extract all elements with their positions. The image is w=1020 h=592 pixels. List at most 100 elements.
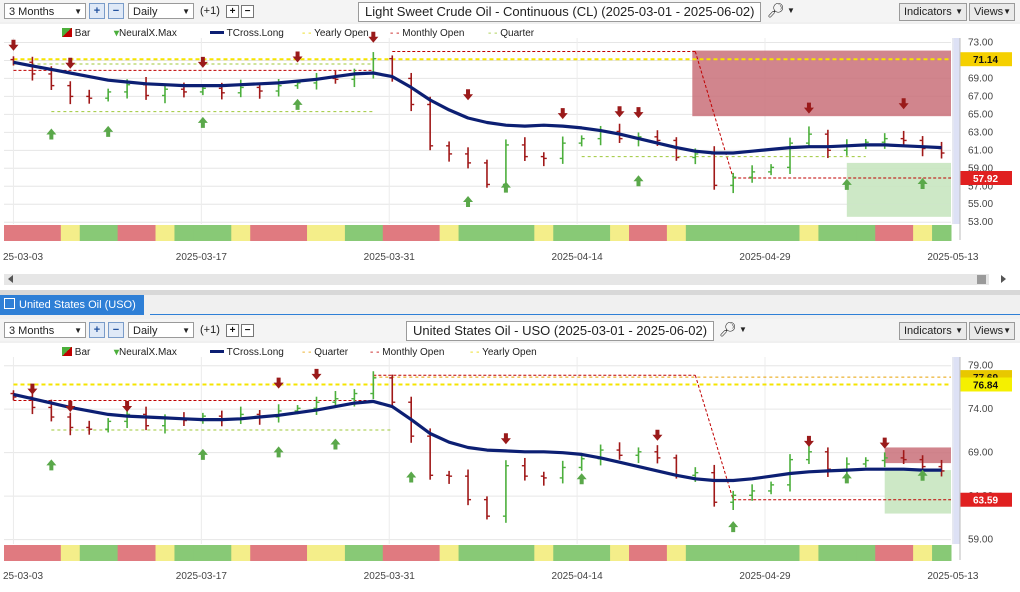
short-signal-arrow: [898, 98, 909, 110]
plus-icon: +: [229, 325, 236, 336]
long-signal-arrow: [197, 116, 208, 128]
bottom-offset-label: (+1): [200, 324, 220, 336]
top-period-value: 3 Months: [9, 6, 55, 18]
legend-tcross-label: TCross.Long: [226, 347, 284, 358]
top-interval-select[interactable]: Daily ▼: [128, 3, 194, 19]
bottom-x-tick-label: 25-03-03: [3, 571, 43, 582]
top-y-tick-label: 65.00: [968, 109, 993, 120]
status-ribbon-cell: [742, 545, 763, 561]
legend-yearly-label: Yearly Open: [314, 28, 369, 39]
long-signal-arrow: [273, 446, 284, 458]
legend-quarter-label: Quarter: [314, 347, 349, 358]
legend-monthly-label: Monthly Open: [382, 347, 445, 358]
top-x-tick-label: 25-03-03: [3, 252, 43, 263]
status-ribbon-cell: [685, 225, 706, 241]
bottom-symbol-title[interactable]: United States Oil - USO (2025-03-01 - 20…: [406, 321, 715, 341]
legend-bar-label: Bar: [74, 28, 91, 39]
status-ribbon-cell: [79, 545, 100, 561]
top-offset-label: (+1): [200, 5, 220, 17]
bottom-tab-label: United States Oil (USO): [19, 299, 136, 311]
status-ribbon-cell: [41, 545, 62, 561]
legend-bar: Bar: [62, 347, 90, 358]
bottom-offset-plus-button[interactable]: +: [226, 324, 239, 337]
chevron-down-icon[interactable]: ▼: [787, 6, 795, 15]
minus-icon: −: [112, 5, 120, 17]
bottom-panel-tab[interactable]: United States Oil (USO): [0, 295, 144, 315]
status-ribbon-cell: [98, 545, 119, 561]
legend-monthly-label: Monthly Open: [402, 28, 465, 39]
views-label: Views: [974, 325, 1004, 337]
status-ribbon-cell: [117, 225, 138, 241]
bottom-x-tick-label: 2025-03-31: [364, 571, 416, 582]
zoom-in-button[interactable]: +: [89, 3, 105, 19]
scroll-left-icon: [8, 275, 13, 283]
bottom-x-tick-label: 2025-04-14: [552, 571, 604, 582]
zoom-out-button[interactable]: −: [108, 3, 124, 19]
plus-icon: +: [93, 5, 101, 17]
tcross-long-line: [13, 60, 942, 155]
short-signal-arrow: [311, 368, 322, 380]
search-icon[interactable]: 🔎︎: [767, 2, 785, 18]
status-ribbon-cell: [647, 545, 668, 561]
status-ribbon-cell: [591, 225, 611, 241]
status-ribbon-cell: [647, 225, 668, 241]
top-interval-value: Daily: [133, 6, 158, 18]
search-icon[interactable]: 🔎︎: [719, 321, 737, 337]
top-x-tick-label: 2025-03-31: [364, 252, 416, 263]
top-offset-minus-button[interactable]: −: [241, 5, 254, 18]
status-ribbon-cell: [780, 225, 800, 241]
bar-icon: [62, 347, 72, 356]
dashed-line-icon: - -: [302, 28, 312, 39]
bottom-plot-area: [4, 357, 951, 544]
status-ribbon-cell: [41, 225, 62, 241]
zoom-out-button[interactable]: −: [108, 322, 124, 338]
top-y-tick-label: 63.00: [968, 127, 993, 138]
top-y-tick-label: 59.00: [968, 163, 993, 174]
long-zone: [846, 162, 951, 205]
legend-tcross-label: TCross.Long: [226, 28, 284, 39]
indicators-label: Indicators: [904, 6, 952, 18]
top-y-tick-label: 73.00: [968, 37, 993, 48]
top-chart[interactable]: 53.00 55.00 57.00 59.00 61.00 63.00 65.00 67.00…: [0, 24, 1020, 290]
bottom-period-select[interactable]: 3 Months ▼: [4, 322, 86, 338]
bottom-indicators-button[interactable]: Indicators ▼: [899, 322, 967, 340]
status-ribbon-cell: [856, 225, 876, 241]
zoom-in-button[interactable]: +: [89, 322, 105, 338]
bottom-offset-minus-button[interactable]: −: [241, 324, 254, 337]
status-ribbon-cell: [553, 545, 573, 561]
bottom-price-tag: [960, 492, 1012, 507]
top-views-button[interactable]: Views ▼: [969, 3, 1015, 21]
bottom-x-tick-label: 2025-05-13: [927, 571, 979, 582]
status-ribbon-cell: [98, 225, 119, 241]
chevron-down-icon[interactable]: ▼: [739, 325, 747, 334]
short-signal-arrow: [292, 51, 303, 63]
legend-bar-label: Bar: [74, 347, 91, 358]
status-ribbon-cell: [666, 545, 687, 561]
status-ribbon-cell: [155, 545, 175, 561]
legend-yearly: - - Yearly Open: [470, 347, 537, 358]
status-ribbon-cell: [363, 545, 384, 561]
bottom-y-tick-label: 74.00: [968, 404, 993, 415]
bottom-legend: Bar ▾NeuralX.Max TCross.Long - - Quarter…: [0, 347, 960, 361]
top-indicators-button[interactable]: Indicators ▼: [899, 3, 967, 21]
monthly-open-transition: [694, 51, 734, 179]
top-offset-plus-button[interactable]: +: [226, 5, 239, 18]
top-chart-panel: 53.00 55.00 57.00 59.00 61.00 63.00 65.00 67.00…: [0, 24, 1020, 290]
bottom-chart[interactable]: 59.0064.0069.0074.0079.0025-03-032025-03…: [0, 343, 1020, 592]
top-period-select[interactable]: 3 Months ▼: [4, 3, 86, 19]
bottom-y-tick-label: 79.00: [968, 361, 993, 372]
status-ribbon-cell: [4, 225, 24, 241]
status-ribbon-cell: [666, 225, 687, 241]
status-ribbon-cell: [382, 545, 403, 561]
bottom-views-button[interactable]: Views ▼: [969, 322, 1015, 340]
top-symbol-title[interactable]: Light Sweet Crude Oil - Continuous (CL) …: [358, 2, 762, 22]
top-price-tag: [960, 170, 1012, 185]
chevron-down-icon: ▼: [74, 326, 82, 335]
status-ribbon-cell: [894, 225, 914, 241]
status-ribbon-cell: [325, 225, 346, 241]
status-ribbon-cell: [212, 545, 232, 561]
top-y-tick-label: 69.00: [968, 73, 993, 84]
status-ribbon-cell: [344, 225, 365, 241]
status-ribbon-cell: [439, 225, 460, 241]
bottom-interval-select[interactable]: Daily ▼: [128, 322, 194, 338]
